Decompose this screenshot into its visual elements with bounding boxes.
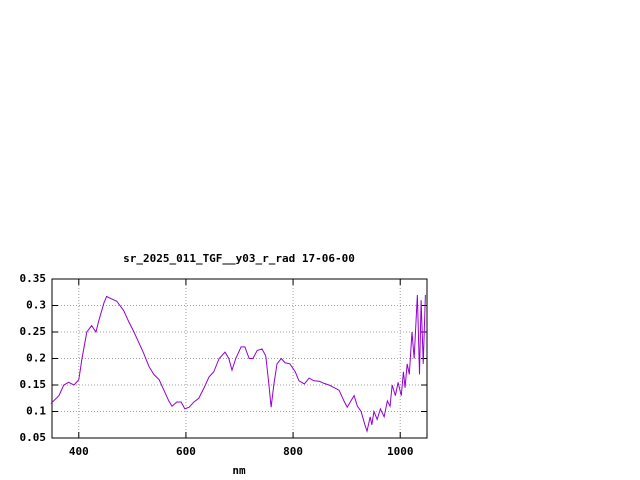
data-line — [50, 294, 426, 433]
y-tick-label: 0.3 — [26, 299, 46, 312]
y-tick-label: 0.25 — [20, 325, 47, 338]
y-tick-label: 0.1 — [26, 405, 46, 418]
x-tick-label: 400 — [69, 445, 89, 458]
y-tick-label: 0.2 — [26, 352, 46, 365]
chart-title: sr_2025_011_TGF__y03_r_rad 17-06-00 — [123, 252, 355, 265]
x-tick-label: 600 — [176, 445, 196, 458]
y-tick-label: 0.35 — [20, 272, 47, 285]
x-tick-label: 1000 — [387, 445, 414, 458]
y-tick-label: 0.05 — [20, 431, 47, 444]
plot-border — [51, 278, 428, 439]
x-axis-label: nm — [232, 464, 246, 477]
x-tick-label: 800 — [283, 445, 303, 458]
y-tick-label: 0.15 — [20, 378, 47, 391]
